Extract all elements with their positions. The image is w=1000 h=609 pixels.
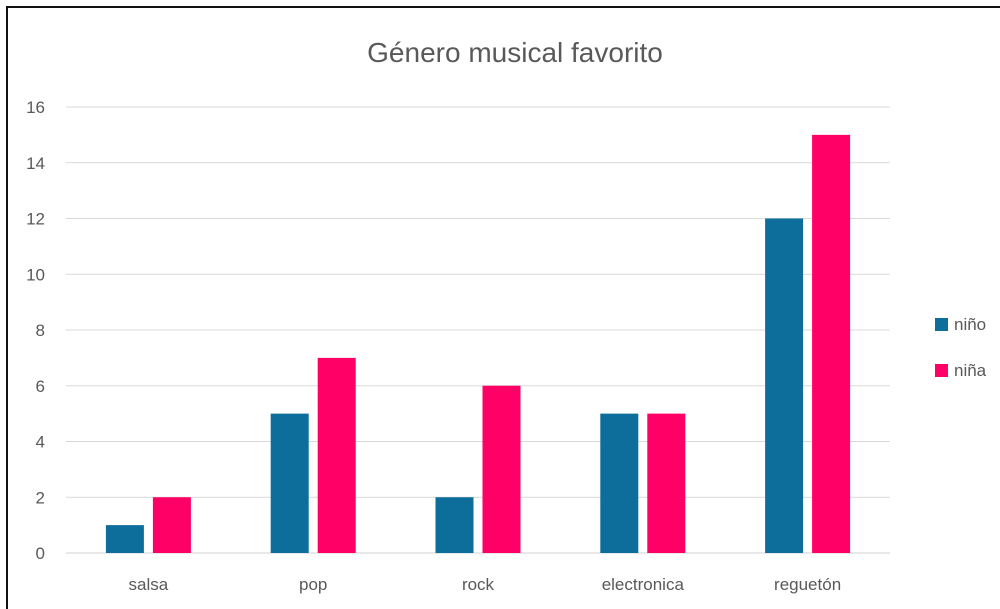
- x-tick-label: electronica: [602, 575, 685, 594]
- y-tick-label: 12: [26, 210, 45, 229]
- y-tick-label: 2: [36, 488, 45, 507]
- legend: niño niña: [935, 315, 987, 380]
- y-tick-label: 16: [26, 98, 45, 117]
- chart-title: Género musical favorito: [367, 37, 663, 68]
- bar-niña-salsa: [152, 497, 191, 553]
- x-tick-label: salsa: [129, 575, 169, 594]
- bar-niño-rock: [435, 497, 474, 553]
- legend-label-niña: niña: [954, 361, 987, 380]
- bar-niño-reguetón: [765, 218, 804, 553]
- bar-niña-electronica: [647, 413, 686, 553]
- x-tick-label: reguetón: [774, 575, 841, 594]
- gridlines: [66, 106, 890, 554]
- x-axis-ticks: salsa pop rock electronica reguetón: [129, 575, 842, 594]
- legend-swatch-niña: [935, 364, 948, 377]
- bar-niña-rock: [482, 385, 521, 553]
- x-tick-label: rock: [462, 575, 495, 594]
- y-tick-label: 0: [36, 544, 45, 563]
- legend-label-niño: niño: [954, 315, 986, 334]
- y-tick-label: 8: [36, 321, 45, 340]
- y-tick-label: 4: [36, 433, 45, 452]
- bar-niño-salsa: [105, 525, 144, 553]
- y-tick-label: 6: [36, 377, 45, 396]
- bars: [105, 134, 851, 553]
- y-axis-ticks: 0 2 4 6 8 10 12 14 16: [26, 98, 45, 563]
- x-tick-label: pop: [299, 575, 327, 594]
- bar-niño-pop: [270, 413, 309, 553]
- y-tick-label: 14: [26, 154, 45, 173]
- bar-niño-electronica: [600, 413, 639, 553]
- bar-niña-pop: [317, 357, 356, 553]
- bar-niña-reguetón: [812, 134, 851, 553]
- y-tick-label: 10: [26, 265, 45, 284]
- legend-swatch-niño: [935, 318, 948, 331]
